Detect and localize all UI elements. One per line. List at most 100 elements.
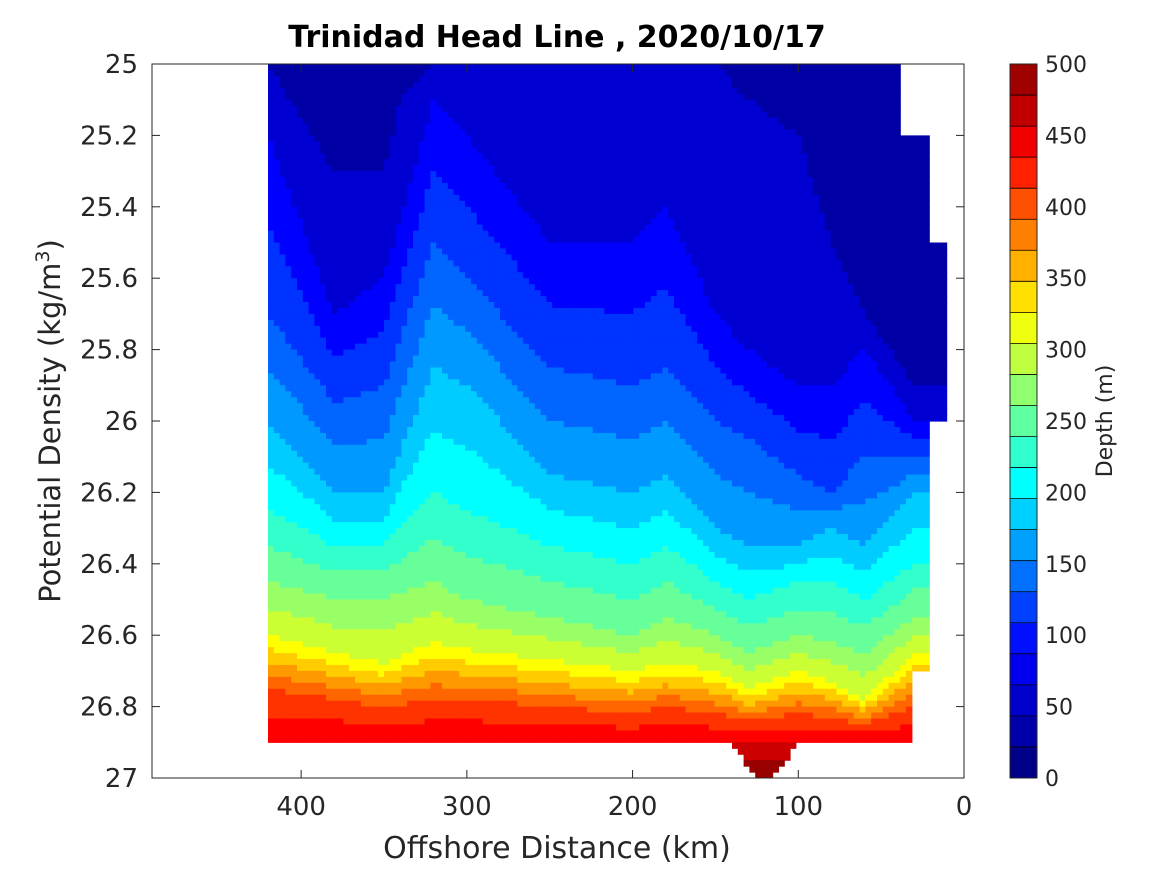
- contour-cell: [482, 153, 489, 160]
- contour-cell: [331, 468, 339, 476]
- contour-cell: [337, 415, 344, 422]
- contour-cell: [471, 415, 478, 422]
- contour-cell: [389, 236, 397, 244]
- contour-cell: [279, 337, 286, 345]
- contour-cell: [372, 397, 379, 404]
- contour-cell: [378, 474, 385, 482]
- contour-cell: [291, 236, 298, 244]
- contour-cell: [285, 736, 292, 743]
- contour-cell: [482, 343, 489, 351]
- contour-cell: [337, 177, 344, 184]
- contour-cell: [372, 528, 379, 535]
- contour-cell: [355, 468, 362, 476]
- contour-cell: [453, 123, 460, 131]
- contour-cell: [384, 81, 391, 89]
- contour-cell: [343, 611, 350, 618]
- contour-cell: [343, 581, 350, 589]
- contour-cell: [291, 456, 298, 464]
- contour-cell: [465, 272, 472, 279]
- contour-cell: [418, 105, 426, 113]
- contour-cell: [395, 629, 402, 636]
- contour-cell: [517, 587, 524, 595]
- contour-cell: [360, 653, 368, 660]
- contour-cell: [297, 712, 304, 720]
- contour-cell: [297, 688, 304, 696]
- contour-cell: [476, 700, 484, 708]
- contour-cell: [372, 302, 379, 309]
- contour-cell: [389, 260, 397, 267]
- contour-cell: [291, 307, 298, 315]
- contour-cell: [436, 260, 443, 267]
- contour-cell: [314, 236, 321, 244]
- contour-cell: [320, 242, 327, 250]
- contour-cell: [488, 367, 495, 374]
- contour-cell: [500, 93, 507, 101]
- contour-cell: [384, 99, 391, 107]
- contour-cell: [297, 254, 304, 261]
- contour-cell: [517, 147, 524, 154]
- contour-cell: [384, 557, 391, 565]
- contour-cell: [326, 432, 333, 440]
- contour-cell: [401, 409, 408, 416]
- contour-cell: [436, 272, 443, 279]
- contour-cell: [389, 87, 397, 95]
- contour-cell: [302, 284, 310, 291]
- contour-cell: [349, 415, 356, 422]
- contour-cell: [279, 605, 286, 612]
- contour-cell: [482, 99, 489, 107]
- contour-cell: [471, 480, 478, 488]
- contour-cell: [285, 569, 292, 577]
- contour-cell: [389, 296, 397, 303]
- contour-cell: [465, 516, 472, 523]
- contour-cell: [447, 528, 455, 535]
- contour-cell: [465, 653, 472, 660]
- contour-cell: [331, 545, 339, 553]
- contour-cell: [320, 736, 327, 743]
- contour-cell: [500, 492, 507, 499]
- contour-cell: [465, 284, 472, 291]
- contour-cell: [459, 224, 466, 232]
- contour-cell: [494, 266, 501, 273]
- contour-cell: [436, 367, 443, 374]
- contour-cell: [476, 379, 484, 386]
- contour-cell: [268, 712, 275, 720]
- contour-cell: [447, 200, 455, 208]
- contour-cell: [302, 343, 310, 351]
- contour-cell: [326, 605, 333, 612]
- contour-cell: [360, 278, 368, 285]
- contour-cell: [494, 284, 501, 291]
- contour-cell: [372, 87, 379, 95]
- contour-cell: [372, 105, 379, 113]
- contour-cell: [418, 254, 426, 261]
- contour-cell: [413, 474, 420, 482]
- contour-cell: [355, 331, 362, 339]
- contour-cell: [395, 183, 402, 190]
- contour-cell: [494, 510, 501, 517]
- contour-cell: [291, 659, 298, 666]
- contour-cell: [407, 426, 414, 434]
- contour-cell: [337, 307, 344, 315]
- contour-cell: [291, 302, 298, 309]
- contour-cell: [378, 117, 385, 125]
- contour-cell: [343, 516, 350, 523]
- contour-cell: [447, 93, 455, 101]
- contour-cell: [326, 367, 333, 374]
- contour-cell: [384, 129, 391, 136]
- contour-cell: [268, 611, 275, 618]
- contour-cell: [500, 87, 507, 95]
- contour-cell: [320, 385, 327, 392]
- contour-cell: [511, 212, 518, 220]
- contour-cell: [285, 147, 292, 154]
- contour-cell: [337, 522, 344, 529]
- contour-cell: [268, 194, 275, 202]
- contour-cell: [291, 504, 298, 511]
- contour-cell: [430, 415, 437, 422]
- contour-cell: [424, 659, 431, 666]
- contour-cell: [511, 111, 518, 119]
- contour-cell: [308, 438, 315, 446]
- contour-cell: [401, 421, 408, 428]
- contour-cell: [372, 718, 379, 726]
- contour-cell: [343, 379, 350, 386]
- contour-cell: [511, 480, 518, 488]
- contour-cell: [453, 153, 460, 160]
